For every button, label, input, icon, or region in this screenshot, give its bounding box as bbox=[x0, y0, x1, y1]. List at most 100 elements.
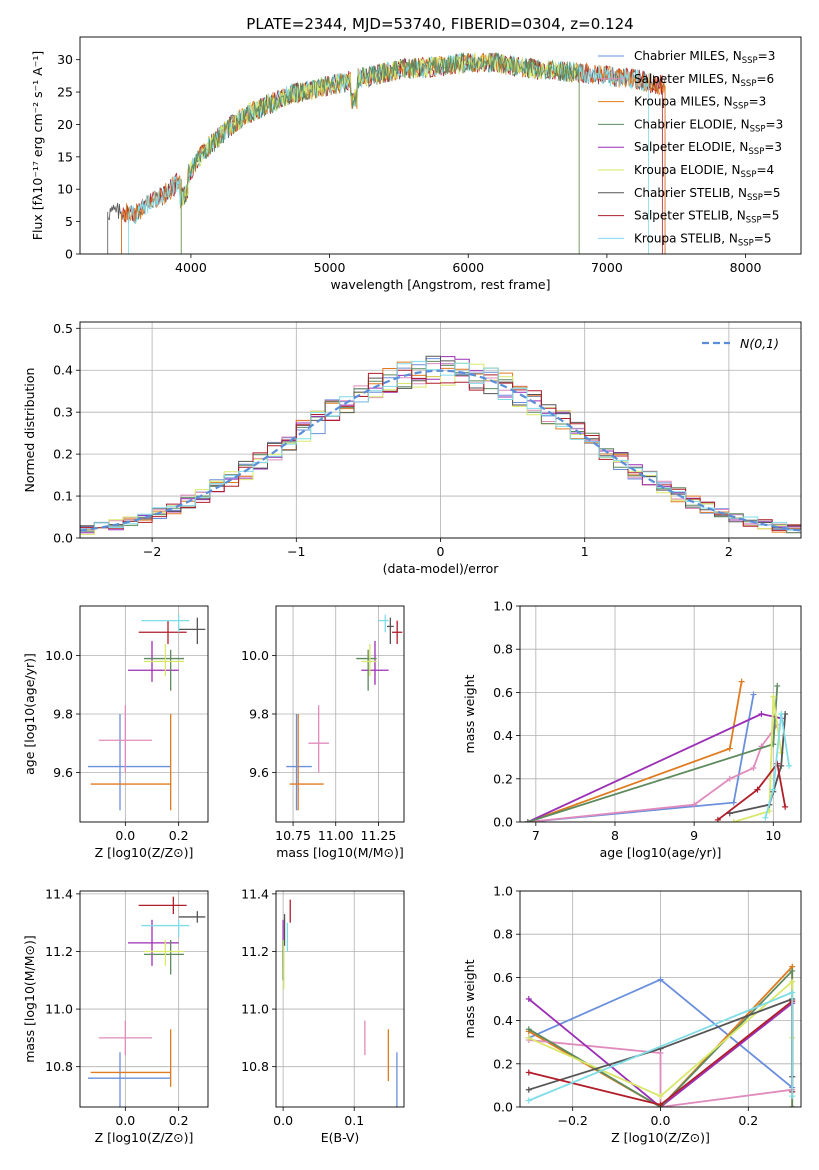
x-tick-label: 6000 bbox=[452, 260, 484, 275]
y-tick-label: 0.4 bbox=[493, 1013, 513, 1028]
axes-spectrum: 4000 5000 6000 7000 8000 0 5 10 15 20 25 30 waveleng… bbox=[30, 36, 802, 292]
x-axis-label: mass [log10(M/M⊙)] bbox=[276, 845, 404, 860]
axes-mass_weight_vs_age: 7 8 9 10 0.0 0.2 0.4 0.6 0.8 1.0 age [log10(age/yr… bbox=[462, 599, 802, 860]
y-tick-label: 10.0 bbox=[45, 648, 73, 663]
weight-marker bbox=[762, 814, 769, 821]
x-tick-label: 10.75 bbox=[275, 828, 311, 843]
plot-area bbox=[282, 899, 398, 1107]
spectrum-line bbox=[180, 52, 580, 205]
weight-line bbox=[764, 713, 790, 818]
axes-age_vs_mass: 10.75 11.00 11.25 9.6 9.8 10.0 mass [log10(M/M… bbox=[241, 605, 405, 860]
weight-marker bbox=[778, 762, 785, 769]
x-tick-label: −2 bbox=[143, 544, 161, 559]
legend-entry: Chabrier ELODIE, NSSP=3 bbox=[634, 117, 783, 134]
x-tick-label: 1 bbox=[581, 544, 589, 559]
x-axis-label: Z [log10(Z/Z⊙)] bbox=[95, 845, 194, 860]
weight-marker bbox=[789, 1093, 796, 1100]
y-axis-label: mass [log10(M/M⊙)] bbox=[22, 935, 37, 1063]
y-tick-label: 0.6 bbox=[493, 970, 513, 985]
weight-marker bbox=[525, 1097, 532, 1104]
legend-entry: Salpeter ELODIE, NSSP=3 bbox=[634, 140, 782, 157]
x-tick-label: −1 bbox=[287, 544, 305, 559]
legend: Chabrier MILES, NSSP=3 Salpeter MILES, NS… bbox=[598, 49, 783, 248]
y-tick-label: 0.6 bbox=[493, 685, 513, 700]
weight-marker bbox=[758, 711, 765, 717]
y-tick-label: 11.0 bbox=[45, 1002, 73, 1017]
y-tick-label: 20 bbox=[57, 117, 73, 132]
axes-mass_vs_Z: 0.0 0.2 10.8 11.0 11.2 11.4 Z [log10(Z/Z⊙)] mas… bbox=[22, 886, 209, 1145]
x-tick-label: 11.00 bbox=[318, 828, 354, 843]
y-tick-label: 9.8 bbox=[53, 707, 73, 722]
figure-title: PLATE=2344, MJD=53740, FIBERID=0304, z=0… bbox=[246, 15, 633, 33]
weight-marker bbox=[750, 691, 757, 698]
plot-area bbox=[88, 614, 206, 811]
weight-marker bbox=[730, 819, 737, 822]
x-tick-label: 2 bbox=[725, 544, 733, 559]
y-tick-label: 0.4 bbox=[53, 363, 73, 378]
x-tick-label: 10 bbox=[765, 828, 781, 843]
weight-marker bbox=[525, 1026, 532, 1033]
weight-marker bbox=[770, 693, 777, 700]
weight-marker bbox=[789, 967, 796, 974]
legend-entry: Kroupa MILES, NSSP=3 bbox=[634, 95, 766, 112]
y-tick-label: 10 bbox=[57, 182, 73, 197]
legend-entry: Salpeter STELIB, NSSP=5 bbox=[634, 209, 779, 226]
weight-marker bbox=[525, 1086, 532, 1093]
y-tick-label: 11.2 bbox=[241, 944, 269, 959]
axes-mass_weight_vs_Z: −0.2 0.0 0.2 0.0 0.2 0.4 0.6 0.8 1.0 Z [log10(Z/Z… bbox=[462, 884, 802, 1145]
y-tick-label: 1.0 bbox=[493, 884, 513, 899]
weight-marker bbox=[525, 996, 532, 1002]
legend-entry: N(0,1) bbox=[740, 336, 779, 351]
y-tick-label: 0.0 bbox=[53, 531, 73, 546]
y-tick-label: 0.1 bbox=[53, 489, 73, 504]
y-tick-label: 10.8 bbox=[45, 1059, 73, 1074]
weight-marker bbox=[789, 989, 796, 996]
y-tick-label: 0.5 bbox=[53, 321, 73, 336]
x-tick-label: 0.0 bbox=[115, 828, 135, 843]
weight-marker bbox=[738, 678, 745, 685]
weight-marker bbox=[789, 978, 796, 985]
x-axis-label: wavelength [Angstrom, rest frame] bbox=[330, 277, 550, 292]
histogram-step bbox=[80, 362, 801, 538]
y-axis-label: age [log10(age/yr)] bbox=[22, 653, 37, 775]
y-tick-label: 9.6 bbox=[53, 765, 73, 780]
plot-area bbox=[80, 355, 801, 538]
y-tick-label: 0.2 bbox=[53, 447, 73, 462]
x-tick-label: 0.0 bbox=[651, 1113, 671, 1128]
y-tick-label: 0.8 bbox=[493, 642, 513, 657]
weight-line bbox=[717, 761, 787, 821]
y-tick-label: 15 bbox=[57, 149, 73, 164]
axes-age_vs_Z: 0.0 0.2 9.6 9.8 10.0 Z [log10(Z/Z⊙)] age [log1… bbox=[22, 605, 209, 860]
plot-area bbox=[525, 963, 796, 1107]
weight-marker bbox=[730, 799, 737, 806]
legend-entry: Chabrier STELIB, NSSP=5 bbox=[634, 186, 781, 203]
weight-marker bbox=[754, 786, 761, 793]
y-tick-label: 0.0 bbox=[493, 815, 513, 830]
y-tick-label: 30 bbox=[57, 52, 73, 67]
y-tick-label: 11.2 bbox=[45, 944, 73, 959]
legend-entry: Salpeter MILES, NSSP=6 bbox=[634, 72, 774, 89]
x-tick-label: 0.0 bbox=[115, 1113, 135, 1128]
axes-mass_vs_ebv: 0.0 0.1 10.8 11.0 11.2 11.4 E(B-V) bbox=[241, 886, 405, 1145]
y-axis-label: Flux [fλ10⁻¹⁷ erg cm⁻² s⁻¹ A⁻¹] bbox=[30, 51, 45, 240]
weight-marker bbox=[525, 1069, 532, 1076]
weight-line bbox=[527, 694, 755, 822]
weight-line bbox=[733, 696, 783, 822]
weight-line bbox=[527, 724, 779, 822]
weight-line bbox=[527, 685, 779, 822]
axes-frame bbox=[79, 321, 802, 539]
x-tick-label: 0.1 bbox=[344, 1113, 364, 1128]
y-tick-label: 0 bbox=[65, 247, 73, 262]
weight-line bbox=[527, 713, 782, 822]
y-tick-label: 9.6 bbox=[249, 765, 269, 780]
x-tick-label: 5000 bbox=[314, 260, 346, 275]
x-axis-label: Z [log10(Z/Z⊙)] bbox=[95, 1130, 194, 1145]
weight-marker bbox=[782, 803, 789, 810]
x-tick-label: 11.25 bbox=[361, 828, 397, 843]
x-axis-label: (data-model)/error bbox=[383, 561, 500, 576]
plot-area bbox=[88, 896, 206, 1107]
weight-marker bbox=[770, 786, 777, 793]
y-tick-label: 10.8 bbox=[241, 1059, 269, 1074]
y-tick-label: 11.4 bbox=[45, 886, 73, 901]
